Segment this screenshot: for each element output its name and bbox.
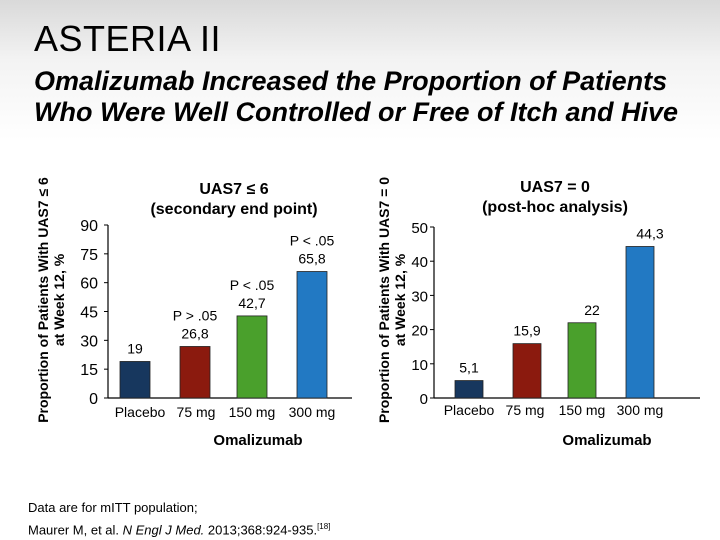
chart2-bar-1 (454, 380, 484, 399)
chart1-bar-2 (179, 346, 211, 399)
footnote-authors: Maurer M, et al. (28, 522, 123, 538)
slide-title: ASTERIA II (34, 18, 222, 59)
footnote-journal: N Engl J Med. (122, 522, 205, 538)
chart1-title: UAS7 ≤ 6 (199, 181, 268, 198)
chart1-bar-4 (296, 271, 328, 399)
chart1-category-label-3: 150 mg (229, 404, 276, 420)
chart1-bar-1 (119, 361, 151, 399)
chart1-p-value-4: P < .05 (290, 233, 335, 249)
chart1-y-tick-label: 90 (80, 218, 98, 235)
chart2-y-tick-label: 40 (411, 254, 428, 271)
chart2-y-tick-label: 20 (411, 323, 428, 340)
chart1-category-label-2: 75 mg (177, 404, 216, 420)
chart1-y-tick-label: 75 (80, 247, 98, 264)
chart1-category-label-4: 300 mg (289, 404, 336, 420)
chart2-value-label-4: 44,3 (636, 225, 663, 241)
chart2-subtitle: (post-hoc analysis) (482, 199, 628, 216)
chart1-value-label-2: 26,8 (181, 325, 208, 341)
chart1-p-value-2: P > .05 (173, 307, 218, 323)
chart2-y-axis-label: Proportion of Patients With UAS7 = 0at W… (376, 177, 408, 423)
chart1-y-tick-label: 30 (80, 333, 98, 350)
chart2-y-tick-label: 10 (411, 357, 428, 374)
chart1-y-axis-label: Proportion of Patients With UAS7 ≤ 6at W… (35, 177, 67, 423)
footnote-citation-detail: 2013;368:924-935. (204, 522, 318, 538)
chart1-y-tick-label: 0 (89, 391, 98, 408)
chart1-y-tick-label: 60 (80, 276, 98, 293)
chart1-value-label-3: 42,7 (238, 295, 265, 311)
chart2-y-tick-label: 30 (411, 288, 428, 305)
chart2-bar-4 (625, 246, 655, 399)
chart1-y-tick-label: 45 (80, 305, 98, 322)
footnote-citation: Maurer M, et al. N Engl J Med. 2013;368:… (28, 517, 330, 539)
chart2-category-label-2: 75 mg (506, 402, 545, 418)
chart1-p-value-3: P < .05 (230, 277, 275, 293)
chart2-title: UAS7 = 0 (520, 179, 590, 196)
chart1-y-tick-label: 15 (80, 362, 98, 379)
chart1-value-label-4: 65,8 (298, 251, 325, 267)
footnote-line-1: Data are for mITT population; (28, 500, 198, 515)
chart1-subtitle: (secondary end point) (150, 201, 317, 218)
chart1-bar-3 (236, 315, 268, 399)
chart1-category-label-1: Placebo (115, 404, 166, 420)
chart2-value-label-1: 5,1 (459, 360, 479, 376)
footnote: Data are for mITT population; Maurer M, … (28, 498, 330, 539)
chart2-value-label-2: 15,9 (513, 323, 540, 339)
chart2-bar-3 (567, 322, 597, 399)
chart2-x-axis-label: Omalizumab (562, 432, 651, 449)
chart2-category-label-3: 150 mg (559, 402, 606, 418)
chart2-category-label-4: 300 mg (617, 402, 664, 418)
chart2-category-label-1: Placebo (444, 402, 495, 418)
slide-subtitle: Omalizumab Increased the Proportion of P… (34, 66, 679, 127)
footnote-ref: [18] (317, 522, 331, 531)
chart1-x-axis-label: Omalizumab (213, 432, 302, 449)
chart2-y-tick-label: 50 (411, 220, 428, 237)
chart1-value-label-1: 19 (127, 340, 143, 356)
chart2-y-tick-label: 0 (420, 391, 428, 408)
chart2-value-label-3: 22 (584, 302, 600, 318)
chart2-bar-2 (512, 343, 542, 399)
